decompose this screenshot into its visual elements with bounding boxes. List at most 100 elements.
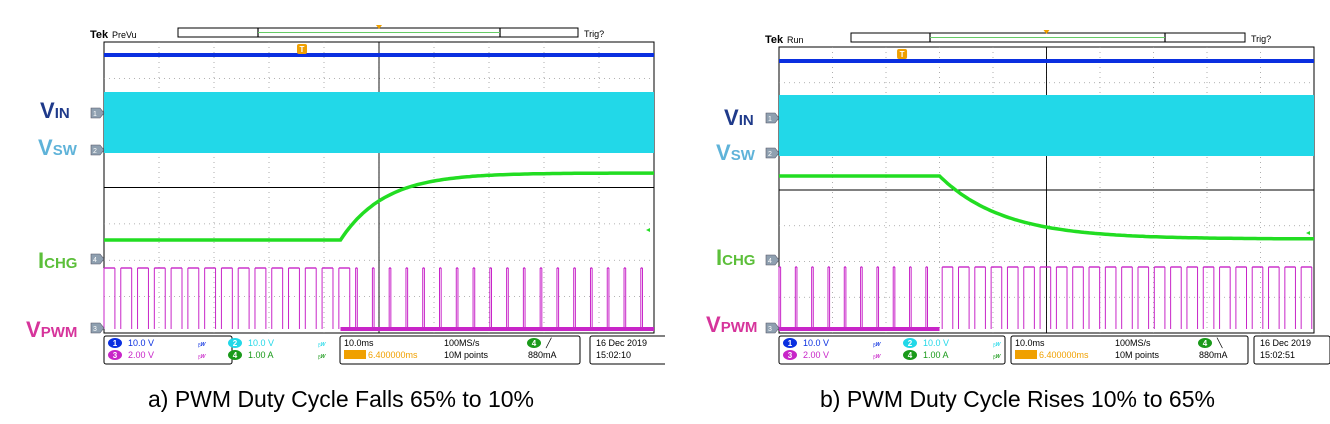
signal-label-vin: VIN — [724, 105, 754, 130]
bandwidth-icon: ᵦ𝑤 — [318, 341, 327, 348]
channel-badge — [783, 338, 797, 348]
channel-marker-vin — [765, 112, 780, 124]
signal-label-sub: IN — [739, 112, 754, 129]
signal-label-ichg: ICHG — [38, 248, 77, 273]
timebase-info-box — [1010, 335, 1249, 365]
signal-label-vin: VIN — [40, 98, 70, 123]
signal-label-sub: SW — [731, 147, 756, 164]
channel-marker-num: 4 — [768, 258, 772, 265]
channel-badge-num: 2 — [233, 339, 238, 348]
channel-badge — [903, 350, 917, 360]
vin-trace — [104, 53, 654, 57]
signal-label-sub: PWM — [721, 319, 758, 336]
signal-label-main: V — [706, 312, 721, 337]
trigger-time-marker — [897, 49, 908, 59]
channel-badge — [783, 350, 797, 360]
channel-setting: 2.00 V — [128, 350, 154, 360]
trigger-state: Trig? — [1251, 34, 1271, 44]
sample-rate: 100MS/s — [1115, 338, 1151, 348]
signal-label-main: V — [716, 140, 731, 165]
channel-marker-num: 4 — [93, 257, 97, 264]
signal-label-sub: PWM — [41, 324, 78, 341]
mode-label: PreVu — [112, 30, 137, 40]
channel-marker-num: 1 — [93, 111, 97, 118]
scope-panel-b: b) PWM Duty Cycle Rises 10% to 65% Tek Ru… — [665, 0, 1330, 424]
signal-label-vsw: VSW — [38, 135, 78, 160]
channel-marker-vsw — [765, 147, 780, 159]
signal-label-sub: IN — [55, 105, 70, 122]
record-points: 10M points — [1115, 350, 1160, 360]
timebase: 10.0ms — [344, 338, 374, 348]
capture-time: 15:02:10 — [596, 350, 631, 360]
signal-label-vsw: VSW — [716, 140, 756, 165]
trigger-channel: 4 — [532, 339, 537, 348]
signal-label-ichg: ICHG — [716, 245, 755, 270]
channel-badge-num: 4 — [908, 351, 913, 360]
channel-marker-num: 2 — [93, 148, 97, 155]
channel-marker-vsw — [90, 144, 105, 156]
trigger-time-label: T — [900, 50, 905, 59]
vin-trace — [779, 59, 1314, 63]
trigger-position: 6.400000ms — [368, 350, 418, 360]
caption-b: b) PWM Duty Cycle Rises 10% to 65% — [820, 386, 1215, 412]
channel-setting: 1.00 A — [248, 350, 274, 360]
trigger-time-label: T — [300, 45, 305, 54]
channel-badge-num: 1 — [113, 339, 118, 348]
bandwidth-icon: ᵦ𝑤 — [318, 353, 327, 360]
vsw-trace — [779, 95, 1314, 156]
mode-label: Run — [787, 35, 804, 45]
datetime-box — [589, 335, 665, 365]
channel-badge-num: 1 — [788, 339, 793, 348]
trigger-pos-marker — [376, 25, 382, 29]
timebase: 10.0ms — [1015, 338, 1045, 348]
bandwidth-icon: ᵦ𝑤 — [993, 353, 1002, 360]
channel-marker-num: 3 — [93, 326, 97, 333]
trigger-position: 6.400000ms — [1039, 350, 1089, 360]
bandwidth-icon: ᵦ𝑤 — [198, 341, 207, 348]
trigger-slope: ╱ — [545, 337, 552, 349]
trigger-channel-badge — [527, 338, 541, 348]
channel-marker-ichg — [765, 254, 780, 266]
trigger-pos-marker — [1043, 30, 1050, 34]
channel-setting: 10.0 V — [248, 338, 274, 348]
record-points: 10M points — [444, 350, 489, 360]
signal-label-main: I — [38, 248, 44, 273]
capture-date: 16 Dec 2019 — [596, 338, 647, 348]
sample-rate: 100MS/s — [444, 338, 480, 348]
channel-marker-num: 3 — [768, 326, 772, 333]
trigger-channel: 4 — [1203, 339, 1208, 348]
vpwm-trace — [778, 266, 1313, 329]
vpwm-trace — [103, 267, 643, 329]
caption-a: a) PWM Duty Cycle Falls 65% to 10% — [148, 386, 535, 412]
channel-badge — [903, 338, 917, 348]
trigger-level-marker — [1306, 231, 1310, 235]
channel-marker-vin — [90, 107, 105, 119]
capture-time: 15:02:51 — [1260, 350, 1295, 360]
channel-badge — [228, 350, 242, 360]
bandwidth-icon: ᵦ𝑤 — [873, 341, 882, 348]
brand-label: Tek — [765, 34, 784, 46]
signal-label-main: V — [40, 98, 55, 123]
ichg-trace — [779, 174, 1314, 241]
channel-badge — [108, 350, 122, 360]
trigger-time-marker — [297, 44, 307, 54]
datetime-box — [1253, 335, 1330, 365]
channel-marker-ichg — [90, 253, 105, 265]
signal-label-vpwm: VPWM — [26, 317, 77, 342]
trigger-level: 880mA — [1199, 350, 1228, 360]
timebase-info-box — [339, 335, 581, 365]
channel-badge-num: 2 — [908, 339, 913, 348]
channel-badge — [228, 338, 242, 348]
bandwidth-icon: ᵦ𝑤 — [993, 341, 1002, 348]
pwm-low-band — [779, 327, 940, 331]
channel-setting: 2.00 V — [803, 350, 829, 360]
trigger-state: Trig? — [584, 29, 604, 39]
channel-setting: 10.0 V — [128, 338, 154, 348]
bandwidth-icon: ᵦ𝑤 — [873, 353, 882, 360]
pwm-low-band — [340, 327, 654, 331]
trigger-slope: ╲ — [1216, 337, 1223, 349]
channel-setting: 1.00 A — [923, 350, 949, 360]
signal-label-vpwm: VPWM — [706, 312, 757, 337]
